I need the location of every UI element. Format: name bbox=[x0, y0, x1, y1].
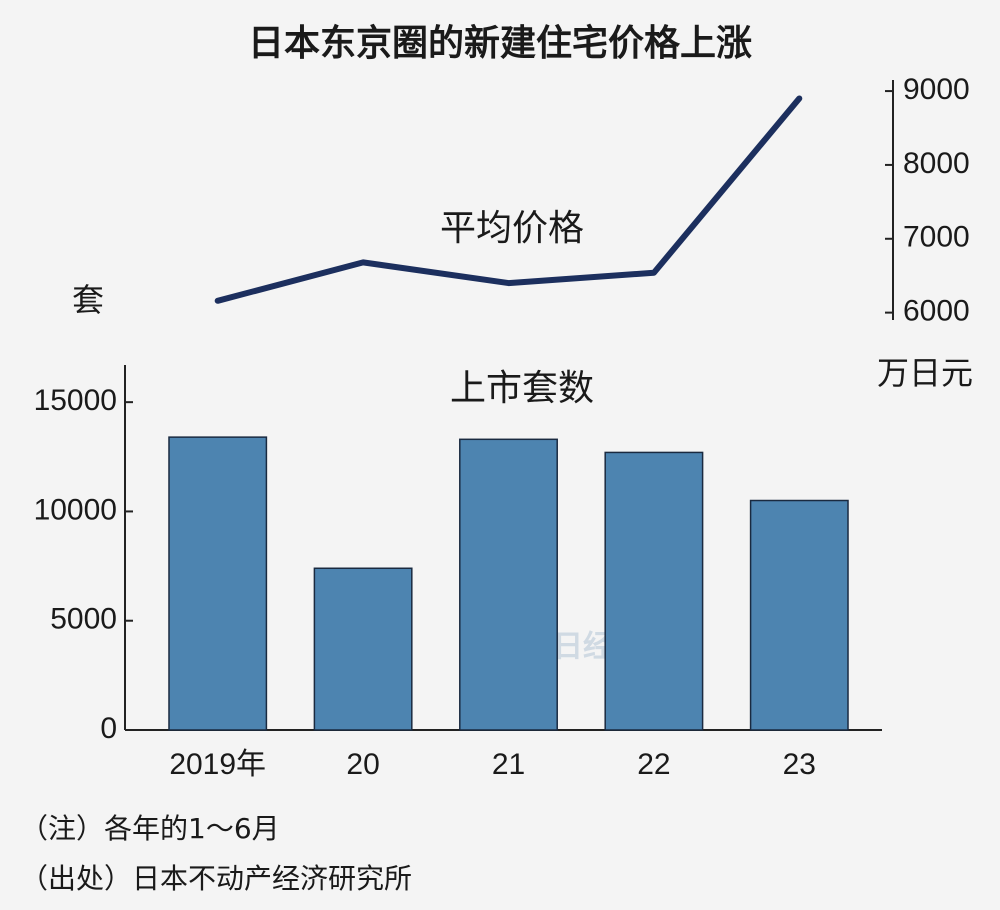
chart-title: 日本东京圈的新建住宅价格上涨 bbox=[248, 22, 752, 64]
bar bbox=[168, 436, 268, 731]
x-tick-label: 23 bbox=[783, 748, 816, 781]
bar-series-label: 上市套数 bbox=[450, 368, 594, 409]
y-tick-label: 5000 bbox=[50, 603, 117, 636]
y2-tick-label: 6000 bbox=[903, 295, 970, 328]
bar bbox=[459, 438, 558, 731]
y-axis-label: 套 bbox=[72, 281, 104, 319]
line bbox=[214, 95, 803, 304]
y2-tick-label: 8000 bbox=[903, 147, 970, 180]
y-tick-label: 15000 bbox=[34, 384, 117, 417]
note: （注）各年的1～6月 bbox=[20, 812, 280, 845]
y-tick-label: 0 bbox=[100, 712, 117, 745]
bar bbox=[604, 451, 704, 731]
x-tick-label: 22 bbox=[637, 748, 670, 781]
y2-tick-label: 7000 bbox=[903, 221, 970, 254]
x-tick-label: 20 bbox=[346, 748, 379, 781]
line-series-label: 平均价格 bbox=[440, 208, 584, 249]
y-tick-label: 10000 bbox=[34, 493, 117, 526]
x-tick-label: 21 bbox=[492, 748, 525, 781]
bar bbox=[313, 567, 413, 731]
x-tick-label: 2019年 bbox=[169, 748, 266, 781]
y2-axis-label: 万日元 bbox=[877, 354, 973, 392]
bar bbox=[749, 499, 849, 731]
note: （出处）日本不动产经济研究所 bbox=[20, 862, 412, 895]
y2-tick-label: 9000 bbox=[903, 73, 970, 106]
